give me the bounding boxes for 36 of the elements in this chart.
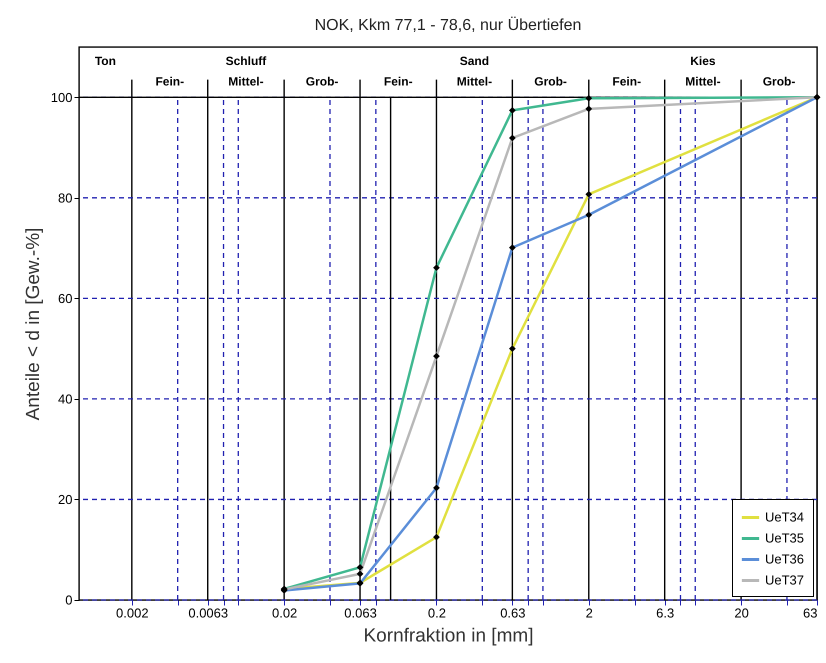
annotation: Mittel- — [228, 74, 264, 89]
y-axis-title: Anteile < d in [Gew.-%] — [22, 228, 44, 420]
x-tick-label: 0.0063 — [188, 606, 228, 620]
chart-title: NOK, Kkm 77,1 - 78,6, nur Übertiefen — [314, 16, 582, 34]
x-tick-label: 6.3 — [656, 606, 674, 620]
x-tick-label: 0.63 — [500, 606, 526, 620]
y-tick-label: 20 — [58, 492, 72, 507]
y-tick-label: 0 — [65, 592, 72, 608]
y-tick-label: 60 — [58, 290, 72, 306]
legend-label: UeT34 — [765, 510, 804, 524]
annotation: Sand — [460, 54, 490, 68]
annotation: Fein- — [384, 74, 413, 89]
y-tick-label: 100 — [50, 90, 72, 105]
x-tick-label: 20 — [734, 606, 749, 620]
x-tick-label: 0.063 — [344, 606, 377, 620]
annotation: Kies — [690, 54, 716, 68]
x-tick-label: 0.002 — [116, 606, 149, 620]
x-tick-label: 63 — [803, 606, 818, 620]
annotation: Schluff — [226, 54, 268, 68]
annotation: Grob- — [762, 74, 796, 89]
annotation: Ton — [94, 54, 116, 68]
legend-label: UeT35 — [765, 530, 804, 546]
legend-label: UeT36 — [765, 552, 804, 566]
y-tick-label: 80 — [58, 190, 72, 206]
annotation: Mittel- — [685, 74, 721, 89]
y-tick-label: 40 — [58, 391, 72, 406]
annotation: Grob- — [306, 74, 338, 89]
x-tick-label: 2 — [586, 606, 593, 620]
legend-label: UeT37 — [765, 572, 804, 588]
x-tick-label: 0.2 — [428, 606, 446, 620]
annotation: Grob- — [534, 74, 567, 89]
annotation: Fein- — [155, 74, 184, 89]
x-axis-title: Kornfraktion in [mm] — [364, 626, 534, 646]
annotation: Fein- — [612, 74, 642, 89]
annotation: Mittel- — [456, 74, 492, 89]
x-tick-label: 0.02 — [272, 606, 298, 620]
